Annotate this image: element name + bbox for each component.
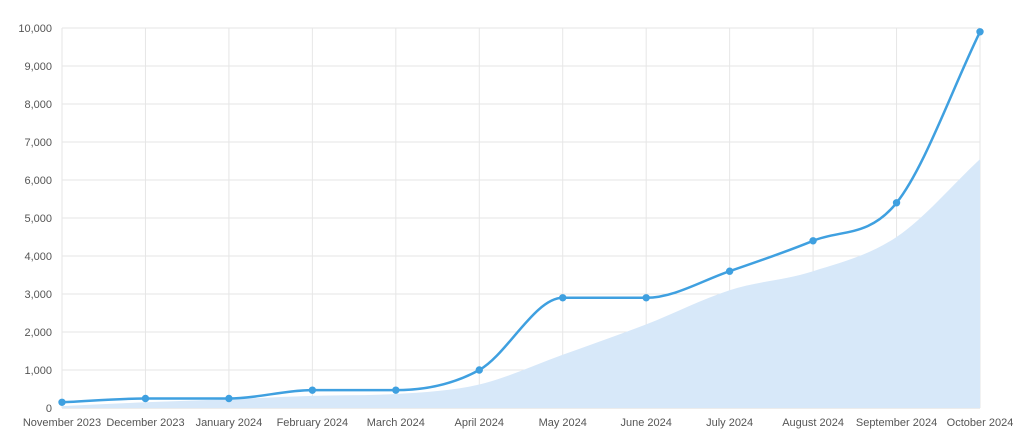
- y-tick-label: 7,000: [24, 137, 52, 149]
- data-point: [308, 386, 317, 394]
- x-tick-label: April 2024: [454, 417, 504, 429]
- data-point: [892, 199, 901, 207]
- y-tick-label: 8,000: [24, 99, 52, 111]
- x-tick-label: July 2024: [706, 417, 753, 429]
- y-tick-label: 0: [46, 403, 52, 415]
- data-point: [392, 386, 400, 394]
- y-axis-ticks: 0 1,000 2,000 3,000 4,000 5,000 6,000 7,000 8,00…: [18, 23, 52, 415]
- data-point: [725, 267, 734, 275]
- y-tick-label: 3,000: [24, 289, 52, 301]
- area-series-fill: [62, 159, 980, 408]
- data-point: [58, 398, 66, 406]
- x-tick-label: February 2024: [277, 417, 349, 429]
- data-points: [58, 28, 984, 406]
- y-tick-label: 5,000: [24, 213, 52, 225]
- x-tick-label: November 2023: [23, 417, 101, 429]
- y-tick-label: 2,000: [24, 327, 52, 339]
- x-tick-label: June 2024: [620, 417, 671, 429]
- y-tick-label: 1,000: [24, 365, 52, 377]
- x-tick-label: September 2024: [856, 417, 937, 429]
- y-tick-label: 4,000: [24, 251, 52, 263]
- data-point: [141, 394, 150, 403]
- x-tick-label: December 2023: [106, 417, 184, 429]
- data-point: [559, 294, 567, 302]
- data-point: [642, 294, 650, 302]
- data-point: [225, 394, 233, 403]
- data-point: [976, 28, 984, 36]
- y-tick-label: 10,000: [18, 23, 52, 35]
- x-tick-label: March 2024: [367, 417, 425, 429]
- area-series: [62, 159, 980, 408]
- x-tick-label: May 2024: [539, 417, 587, 429]
- x-tick-label: January 2024: [196, 417, 263, 429]
- x-tick-label: August 2024: [782, 417, 844, 429]
- x-axis-ticks: November 2023 December 2023 January 2024 Fe…: [23, 417, 1013, 429]
- data-point: [475, 366, 483, 374]
- data-point: [809, 237, 817, 245]
- x-tick-label: October 2024: [947, 417, 1014, 429]
- y-tick-label: 9,000: [24, 61, 52, 73]
- y-tick-label: 6,000: [24, 175, 52, 187]
